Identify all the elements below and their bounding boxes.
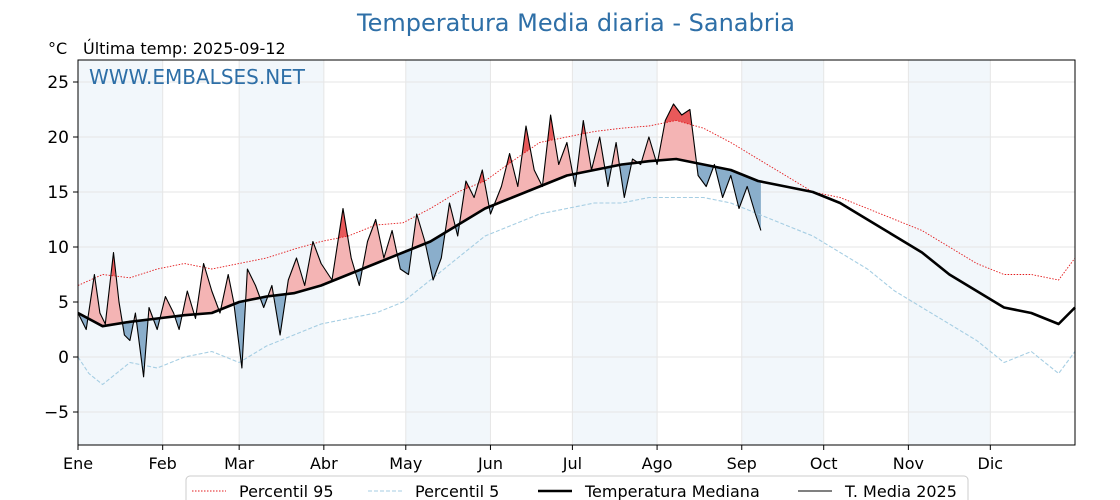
y-tick-label: 25 [47,73,69,93]
legend-label: T. Media 2025 [844,482,957,500]
unit-label: °C [48,39,67,58]
extreme-warm-fill [547,115,554,141]
chart-title: Temperatura Media diaria - Sanabria [356,9,795,37]
x-tick-label: Dic [978,454,1004,473]
series-line-percentil-5 [77,196,1076,386]
extreme-warm-fill [338,208,348,238]
x-tick-label: Jun [477,454,503,473]
warm-anomaly-fill [183,291,195,316]
cold-anomaly-fill [274,294,286,335]
y-tick-label: 5 [58,293,69,313]
x-tick-label: Sep [727,454,757,473]
watermark: WWW.EMBALSES.NET [89,65,306,89]
month-band [239,60,324,445]
cold-anomaly-fill [154,318,160,330]
cold-anomaly-fill [605,166,611,187]
cold-anomaly-fill [136,319,148,377]
legend-label: Percentil 5 [415,482,499,500]
x-tick-label: Abr [310,454,338,473]
plot-frame [77,59,1076,446]
y-tick-label: 15 [47,183,69,203]
warm-anomaly-fill [221,274,234,310]
month-band [78,60,163,445]
cold-anomaly-fill [175,315,182,330]
legend-label: Temperatura Mediana [584,482,760,500]
cold-anomaly-fill [235,300,245,368]
cold-anomaly-fill [261,296,268,308]
warm-anomaly-fill [612,142,619,167]
warm-anomaly-fill [287,208,356,294]
month-band [572,60,658,445]
x-tick-label: Oct [810,454,838,473]
y-tick-label: 0 [58,348,69,368]
series-line-temperatura-mediana [77,157,1076,328]
x-tick-label: Ago [642,454,673,473]
extreme-warm-fill [665,104,692,125]
extreme-warm-fill [112,252,115,276]
y-tick-label: −5 [44,403,69,423]
last-temp-label: Última temp: 2025-09-12 [83,39,286,58]
x-axis: Ene Feb Mar Abr May Jun Jul Ago Sep Oct Nov Dic [63,445,1003,473]
legend: Percentil 95 Percentil 5 Temperatura Media… [185,475,969,500]
warm-anomaly-fill [642,137,656,162]
series-line-percentil-95 [77,120,1076,286]
x-tick-label: May [389,454,422,473]
extreme-warm-fill [523,126,531,154]
cold-anomaly-fill [397,249,412,275]
month-band [405,60,491,445]
warm-anomaly-fill [494,126,541,205]
legend-label: Percentil 95 [239,482,334,500]
series-lines [77,103,1076,386]
warm-anomaly-fill [445,203,455,233]
y-axis: −5 0 5 10 15 20 25 [44,73,78,423]
y-tick-label: 10 [47,238,69,258]
x-tick-label: Nov [893,454,924,473]
month-band [741,60,824,445]
y-tick-label: 20 [47,128,69,148]
cold-anomaly-fill [356,269,363,286]
x-tick-label: Jul [562,454,582,473]
cold-anomaly-fill [620,163,632,198]
cold-anomaly-fill [696,163,714,187]
x-tick-label: Feb [149,454,177,473]
x-tick-label: Mar [224,454,255,473]
series-line-t-media-2025 [77,103,762,378]
warm-anomaly-fill [246,269,260,301]
cold-anomaly-fill [715,167,761,231]
extreme-warm-fill [582,120,585,134]
x-tick-label: Ene [63,454,93,473]
legend-box [185,475,969,500]
month-bands [78,60,991,445]
